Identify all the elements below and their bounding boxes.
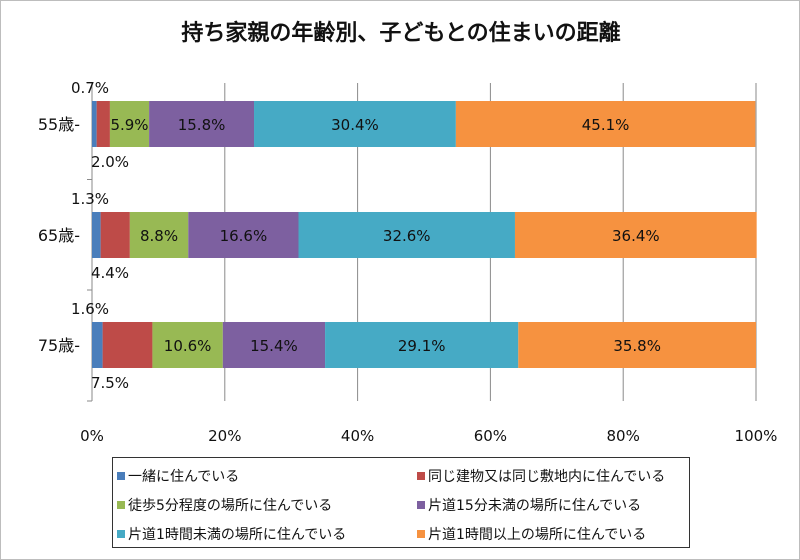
bar-segment [254, 101, 456, 147]
bar-segment [298, 212, 515, 258]
bar-segment [109, 101, 150, 147]
x-tick-label: 40% [341, 427, 374, 445]
data-label: 35.8% [613, 337, 661, 355]
legend-swatch [417, 500, 425, 509]
data-label: 10.6% [164, 337, 212, 355]
bar-segment [325, 322, 519, 368]
legend-swatch [117, 500, 125, 509]
data-label: 1.3% [71, 190, 109, 208]
data-label: 29.1% [398, 337, 446, 355]
data-label: 1.6% [71, 300, 109, 318]
legend-swatch [417, 529, 425, 538]
x-tick-label: 60% [474, 427, 507, 445]
x-tick-label: 100% [735, 427, 778, 445]
legend-swatch [117, 529, 125, 538]
data-label: 2.0% [91, 153, 129, 171]
bar-segment [129, 212, 189, 258]
x-tick-label: 0% [80, 427, 104, 445]
bar-segment [92, 101, 97, 147]
bar-segment [455, 101, 756, 147]
bar-segment [102, 322, 153, 368]
data-label: 45.1% [582, 116, 630, 134]
legend-label: 徒歩5分程度の場所に住んでいる [128, 497, 333, 514]
x-tick-label: 80% [607, 427, 640, 445]
bar-segment [149, 101, 255, 147]
bar-segment [92, 212, 101, 258]
legend-item: 一緒に住んでいる [113, 461, 413, 490]
bar-segment [100, 212, 130, 258]
plot-area: 0% 20% 40% 60% 80% 100% 55歳- 0.7% 2.0% 5.9% 15.8% 3… [38, 79, 778, 445]
legend: 一緒に住んでいる 同じ建物又は同じ敷地内に住んでいる徒歩5分程度の場所に住んでいる… [112, 457, 690, 548]
bar-segment [222, 322, 326, 368]
legend-label: 片道1時間未満の場所に住んでいる [128, 526, 347, 543]
category-label: 55歳- [38, 115, 80, 134]
data-label: 15.4% [250, 337, 298, 355]
data-label: 32.6% [383, 227, 431, 245]
legend-item: 徒歩5分程度の場所に住んでいる [113, 490, 413, 519]
legend-label: 同じ建物又は同じ敷地内に住んでいる [428, 468, 666, 485]
data-label: 4.4% [91, 264, 129, 282]
x-tick-label: 20% [208, 427, 241, 445]
category-label: 75歳- [38, 336, 80, 355]
bar-segment [96, 101, 110, 147]
legend-item: 片道1時間未満の場所に住んでいる [113, 519, 413, 548]
chart-title: 持ち家親の年齢別、子どもとの住まいの距離 [181, 21, 621, 46]
data-label: 30.4% [331, 116, 379, 134]
legend-label: 片道15分未満の場所に住んでいる [428, 497, 642, 514]
bar-segment [518, 322, 756, 368]
data-label: 36.4% [612, 227, 660, 245]
bar-segment [152, 322, 223, 368]
data-label: 16.6% [220, 227, 268, 245]
legend-label: 片道1時間以上の場所に住んでいる [428, 526, 647, 543]
bar-segment [188, 212, 299, 258]
legend-swatch [117, 471, 125, 480]
data-label: 8.8% [140, 227, 178, 245]
legend-label: 一緒に住んでいる [128, 468, 240, 485]
legend-swatch [417, 471, 425, 480]
category-label: 65歳- [38, 226, 80, 245]
bar-segment [514, 212, 757, 258]
legend-item: 片道1時間以上の場所に住んでいる [413, 519, 691, 548]
bar-segment [92, 322, 103, 368]
data-label: 15.8% [178, 116, 226, 134]
data-label: 7.5% [91, 374, 129, 392]
data-label: 0.7% [71, 79, 109, 97]
legend-item: 片道15分未満の場所に住んでいる [413, 490, 691, 519]
data-label: 5.9% [110, 116, 148, 134]
legend-item: 同じ建物又は同じ敷地内に住んでいる [413, 461, 691, 490]
